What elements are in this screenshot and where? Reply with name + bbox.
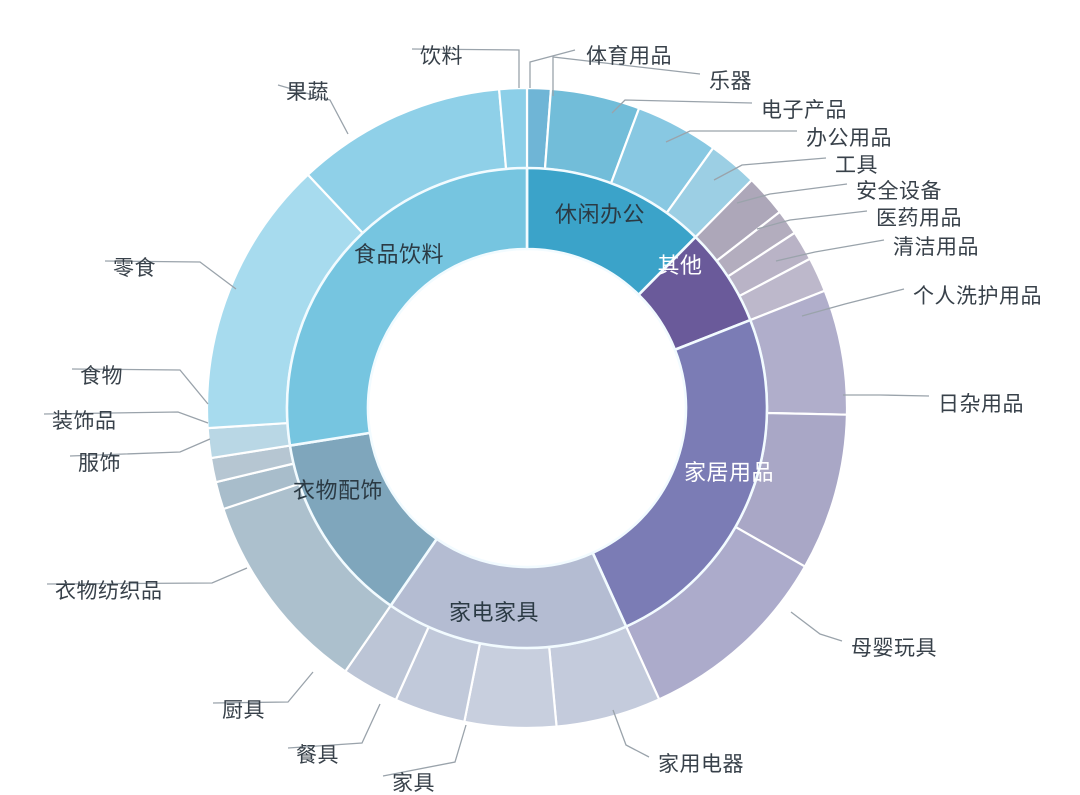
leader-yinliao (411, 48, 520, 88)
leader-fushi (69, 438, 211, 457)
outer-ring-label: 饮料 (420, 45, 463, 68)
leader-jiaju (382, 724, 467, 777)
outer-ring-label: 零食 (113, 257, 156, 280)
outer-ring-label: 电子产品 (761, 99, 847, 122)
inner-ring-label: 家电家具 (448, 600, 540, 625)
inner-ring-label: 其他 (657, 253, 703, 278)
leader-lingshi (104, 260, 237, 290)
leader-rizayongpin (843, 394, 930, 397)
leader-gongju (713, 157, 827, 181)
inner-ring-label: 食品饮料 (353, 242, 445, 267)
outer-ring-label: 安全设备 (856, 180, 942, 203)
outer-ring-label: 装饰品 (52, 410, 117, 433)
outer-ring-label: 厨具 (222, 699, 265, 722)
inner-ring-label: 休闲办公 (554, 202, 646, 227)
outer-ring-label: 餐具 (296, 744, 339, 767)
outer-ring-label: 服饰 (78, 452, 121, 475)
leader-jiayongdianqi (612, 709, 650, 758)
leader-yiyao (756, 210, 868, 230)
inner-ring-label: 衣物配饰 (292, 478, 384, 503)
inner-ring-label: 家居用品 (683, 460, 775, 485)
outer-ring-label: 乐器 (709, 70, 752, 93)
outer-ring-label: 个人洗护用品 (913, 285, 1042, 308)
leader-zhuangshi (43, 411, 209, 424)
leader-yiwufangzhi (46, 567, 248, 585)
inner-ring-group (285, 166, 769, 650)
outer-ring-label: 食物 (80, 365, 123, 388)
leader-shiwu (71, 368, 209, 405)
outer-ring-label: 家具 (392, 772, 435, 795)
outer-ring-label: 果蔬 (286, 81, 329, 104)
leader-canju (287, 703, 381, 749)
outer-ring-label: 医药用品 (876, 207, 962, 230)
outer-ring-label: 体育用品 (586, 45, 672, 68)
outer-ring-label: 日杂用品 (938, 393, 1024, 416)
outer-ring-label: 清洁用品 (893, 236, 979, 259)
leader-qingjie (775, 239, 885, 262)
leader-tiyu (529, 49, 576, 88)
leader-guoshu (277, 84, 349, 135)
outer-ring-label: 母婴玩具 (851, 637, 937, 660)
outer-ring-label: 办公用品 (806, 127, 892, 150)
leader-line-group (43, 48, 930, 777)
leader-muying (790, 611, 843, 642)
leader-gerenxihu (801, 288, 905, 317)
inner-ring-segment[interactable] (285, 166, 529, 447)
outer-ring-label: 衣物纺织品 (55, 580, 163, 603)
inner-ring-segment[interactable] (591, 318, 769, 628)
leader-yueqi (552, 56, 701, 96)
outer-ring-label: 家用电器 (658, 753, 744, 776)
leader-bangong (665, 130, 797, 143)
leader-anquan (736, 183, 848, 204)
leader-dianzi (611, 99, 753, 114)
leader-chuju (212, 671, 314, 704)
outer-ring-label: 工具 (835, 154, 878, 177)
